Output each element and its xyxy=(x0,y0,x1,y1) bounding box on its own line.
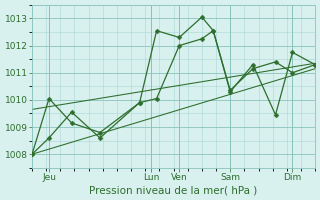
X-axis label: Pression niveau de la mer( hPa ): Pression niveau de la mer( hPa ) xyxy=(90,185,258,195)
